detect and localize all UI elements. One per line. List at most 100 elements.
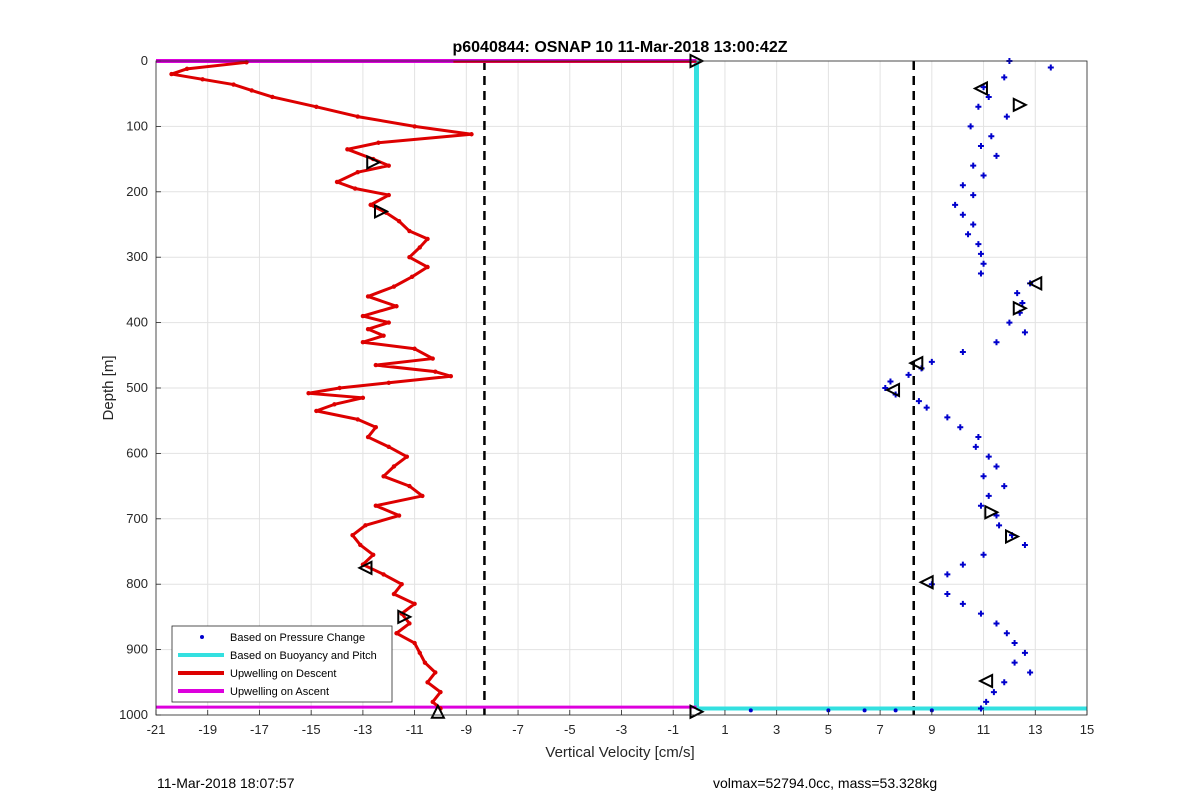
pressure-change-point xyxy=(952,201,959,208)
pressure-change-point xyxy=(970,192,977,199)
descent-point xyxy=(358,542,363,548)
pressure-change-point xyxy=(975,103,982,110)
descent-point xyxy=(417,650,422,656)
descent-point xyxy=(391,464,397,469)
pressure-change-point xyxy=(959,561,966,568)
descent-point xyxy=(407,483,412,489)
descent-point xyxy=(376,140,381,145)
descent-point xyxy=(386,320,391,325)
footer-info: volmax=52794.0cc, mass=53.328kg xyxy=(713,775,938,791)
pressure-change-point xyxy=(959,600,966,607)
pressure-change-point xyxy=(980,172,987,179)
descent-point xyxy=(368,202,373,208)
pressure-change-point xyxy=(893,708,898,713)
triangle-marker xyxy=(884,382,901,398)
pressure-change-point xyxy=(923,404,930,411)
y-axis-label: Depth [m] xyxy=(100,355,117,420)
pressure-change-point xyxy=(996,522,1003,529)
y-tick-label: 1000 xyxy=(119,707,148,722)
pressure-change-point xyxy=(1001,74,1008,81)
pressure-change-point xyxy=(748,708,753,713)
pressure-change-point xyxy=(1003,630,1010,637)
descent-point xyxy=(469,132,474,137)
descent-point xyxy=(381,474,386,479)
pressure-change-point xyxy=(965,231,972,238)
tick-labels: -21 -19 -17 -15 -13 -11 -9 -7 -5 -3 -1 1 3 5 7 9 11 13 150… xyxy=(119,53,1094,737)
pressure-change-point xyxy=(977,270,984,277)
pressure-change-point xyxy=(977,250,984,257)
descent-point xyxy=(438,689,443,695)
pressure-change-point xyxy=(905,371,912,378)
descent-point xyxy=(433,670,438,675)
pressure-change-point xyxy=(977,610,984,617)
pressure-change-point xyxy=(1001,483,1008,490)
y-tick-label: 600 xyxy=(126,445,148,460)
descent-point xyxy=(355,417,360,422)
pressure-change-point xyxy=(1047,64,1054,71)
pressure-change-point xyxy=(959,349,966,356)
triangle-marker xyxy=(908,355,924,371)
pressure-change-point xyxy=(1011,659,1018,666)
descent-point xyxy=(425,236,430,242)
descent-point xyxy=(386,380,391,385)
descent-point xyxy=(231,82,236,87)
descent-point xyxy=(425,264,430,270)
descent-point xyxy=(337,385,342,391)
pressure-change-point xyxy=(993,152,1000,159)
pressure-change-point xyxy=(977,502,984,509)
pressure-change-point xyxy=(993,339,1000,346)
series-upwelling-descent xyxy=(170,60,474,710)
footer-timestamp: 11-Mar-2018 18:07:57 xyxy=(157,775,295,791)
pressure-change-point xyxy=(975,241,982,248)
descent-point xyxy=(396,219,402,224)
y-tick-label: 200 xyxy=(126,184,148,199)
y-tick-label: 800 xyxy=(126,576,148,591)
legend-label: Upwelling on Ascent xyxy=(230,686,329,698)
descent-point xyxy=(360,395,366,401)
descent-point xyxy=(200,77,205,82)
pressure-change-point xyxy=(862,708,867,713)
descent-point xyxy=(169,71,174,77)
triangle-marker xyxy=(1012,300,1028,316)
triangle-marker xyxy=(357,560,373,576)
descent-point xyxy=(314,408,319,414)
y-tick-label: 0 xyxy=(141,53,148,68)
descent-point xyxy=(270,94,275,100)
descent-point xyxy=(334,179,340,185)
descent-point xyxy=(420,493,425,499)
x-tick-label: -7 xyxy=(512,722,524,737)
descent-point xyxy=(373,425,379,430)
x-tick-label: -9 xyxy=(461,722,473,737)
descent-point xyxy=(314,104,319,109)
triangle-marker xyxy=(397,609,413,625)
legend-swatch xyxy=(200,635,204,639)
descent-point xyxy=(386,163,391,168)
x-tick-label: -19 xyxy=(198,722,217,737)
descent-point xyxy=(332,402,337,407)
y-tick-label: 100 xyxy=(126,118,148,133)
descent-point xyxy=(373,362,379,368)
descent-point xyxy=(394,304,399,309)
descent-point xyxy=(184,66,190,72)
x-tick-label: -17 xyxy=(250,722,269,737)
triangle-marker xyxy=(977,673,994,689)
pressure-change-point xyxy=(1006,319,1013,326)
pressure-change-point xyxy=(959,182,966,189)
triangle-marker xyxy=(1005,528,1021,545)
pressure-change-point xyxy=(985,492,992,499)
y-tick-label: 500 xyxy=(126,380,148,395)
descent-point xyxy=(412,124,417,129)
descent-point xyxy=(430,699,435,705)
pressure-change-point xyxy=(993,620,1000,627)
descent-point xyxy=(355,169,360,175)
descent-point xyxy=(412,601,417,607)
pressure-change-point xyxy=(970,221,977,228)
x-tick-label: -13 xyxy=(353,722,372,737)
y-tick-label: 900 xyxy=(126,642,148,657)
pressure-change-point xyxy=(990,689,997,696)
y-tick-label: 400 xyxy=(126,315,148,330)
x-tick-label: 9 xyxy=(928,722,935,737)
x-tick-label: -5 xyxy=(564,722,576,737)
descent-point xyxy=(412,346,417,351)
pressure-change-point xyxy=(980,473,987,480)
